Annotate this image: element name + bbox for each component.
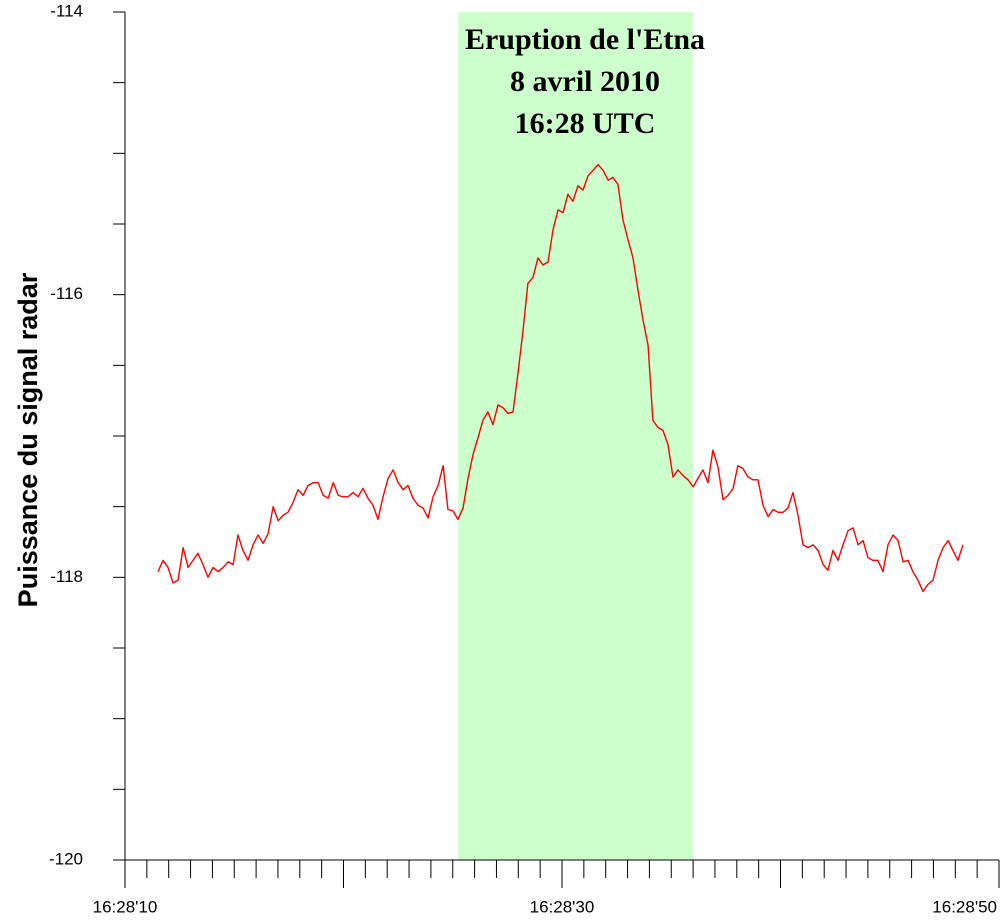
y-tick-label: -120 [49,849,83,868]
y-tick-label: -114 [50,1,83,20]
highlight-band [458,12,694,860]
y-axis-label: Puissance du signal radar [13,272,43,607]
data-line [157,163,964,593]
y-tick-label: -118 [50,567,83,586]
y-tick-label: -116 [50,284,83,303]
x-tick-label: 16:28'10 [93,897,158,916]
x-tick-label: 16:28'50 [932,897,997,916]
x-tick-label: 16:28'30 [530,897,595,916]
annotation: Eruption de l'Etna [465,23,705,56]
annotation: 16:28 UTC [515,107,656,140]
annotation: 8 avril 2010 [510,65,660,98]
